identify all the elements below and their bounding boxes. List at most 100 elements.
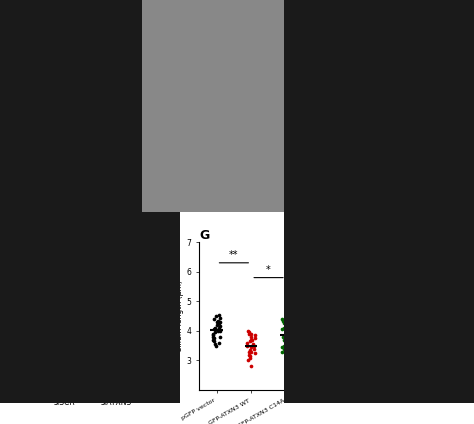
Point [210,335,218,342]
Point [110,308,118,315]
Point [210,326,218,333]
Point [116,344,124,351]
Point [247,330,255,337]
Point [209,330,217,337]
Point [210,333,217,340]
Point [436,86,444,92]
Point [286,327,294,334]
Point [56,332,64,339]
Point [249,341,257,348]
Point [216,333,224,340]
Point [65,351,73,357]
Point [65,339,73,346]
Text: E: E [38,229,46,242]
Point [382,112,390,118]
Point [115,291,123,298]
Point [379,97,386,104]
Point [251,350,259,357]
Point [61,342,69,349]
Point [281,320,288,327]
Y-axis label: Cilium length (μm): Cilium length (μm) [14,280,23,352]
Point [280,317,287,324]
Point [284,318,292,325]
Point [285,323,292,330]
Point [209,336,216,343]
Point [64,334,72,341]
Point [115,298,122,305]
Point [387,117,394,123]
Point [282,333,290,340]
Point [385,110,393,117]
Point [389,98,396,105]
Point [281,338,289,345]
Point [57,349,65,356]
Text: **: ** [229,251,238,260]
Point [55,354,62,360]
Point [380,91,388,98]
Point [432,61,440,68]
Point [384,89,392,96]
Point [214,317,221,324]
Point [438,67,446,74]
Point [215,339,222,346]
Point [108,327,115,334]
Point [108,304,115,311]
Y-axis label: CC length (μm): CC length (μm) [329,58,338,116]
Point [440,98,448,105]
Point [246,354,254,361]
Point [244,357,252,364]
Point [436,59,444,65]
Point [61,344,68,351]
Point [116,324,123,331]
Point [55,327,63,334]
Point [116,304,124,311]
Point [429,53,437,59]
Point [106,311,114,318]
Point [280,336,288,343]
Point [61,331,68,338]
Point [381,120,389,127]
Point [116,285,123,292]
Point [385,108,393,115]
Point [377,96,385,103]
Point [431,71,438,78]
Point [278,344,286,351]
Text: **: ** [85,242,95,252]
Point [283,327,291,334]
Point [59,323,66,329]
Point [118,331,126,338]
Point [215,320,223,327]
Point [285,339,293,346]
Point [216,327,224,334]
Point [377,104,384,111]
Point [434,84,442,90]
Point [251,332,259,339]
Point [430,110,438,117]
Point [283,335,291,342]
Point [247,344,255,351]
Point [213,318,221,325]
Point [379,109,387,116]
Point [57,344,65,351]
Point [58,331,66,338]
Point [378,102,386,109]
Point [430,80,438,86]
Point [245,351,253,358]
Point [62,340,70,347]
Point [211,329,219,336]
Point [245,330,253,337]
Point [58,338,65,344]
Point [212,342,220,349]
Point [279,326,286,333]
Point [246,348,253,355]
Text: G: G [199,229,210,242]
Point [66,324,73,331]
Point [383,84,391,91]
Point [107,340,114,347]
Point [60,334,68,341]
Point [55,329,62,336]
Point [387,93,395,100]
Point [216,318,224,325]
Point [64,321,71,328]
Point [278,348,286,355]
